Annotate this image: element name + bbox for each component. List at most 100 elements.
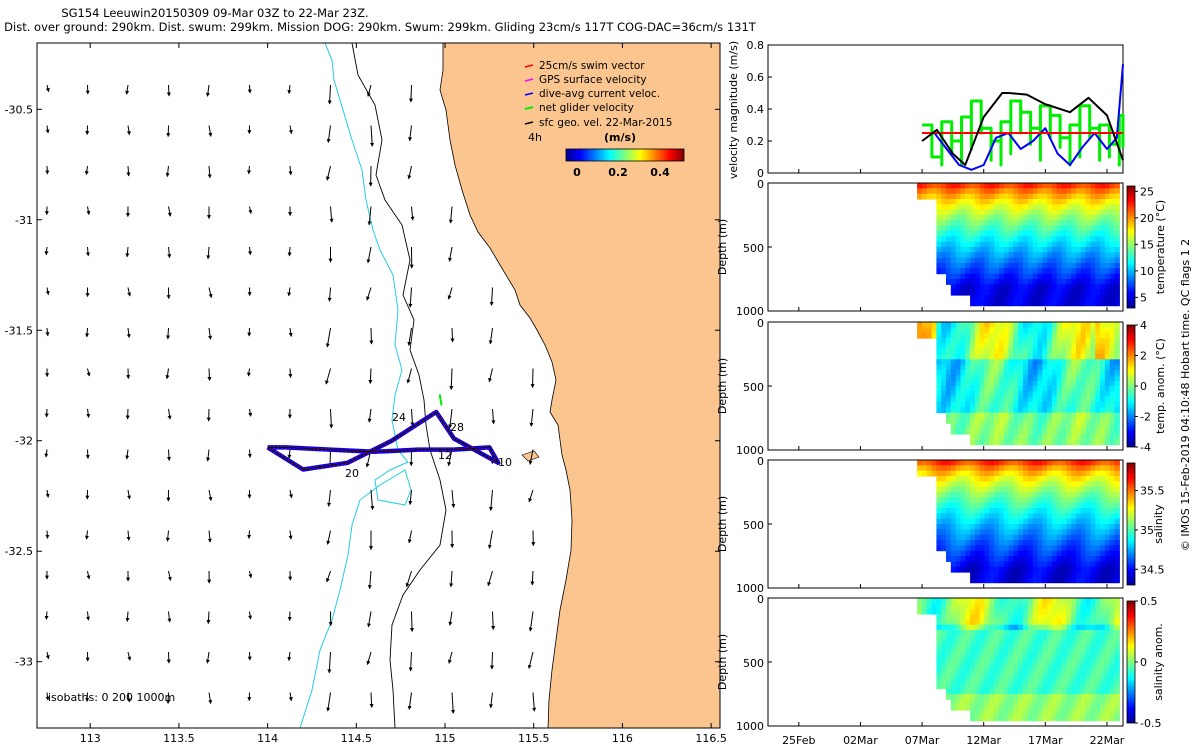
- heatmap-cell: [1051, 635, 1058, 642]
- heatmap-cell: [1085, 327, 1091, 334]
- heatmap-cell: [965, 322, 971, 328]
- heatmap-cell: [1109, 683, 1116, 690]
- heatmap-cell: [999, 225, 1005, 232]
- heatmap-cell: [1027, 683, 1034, 690]
- heatmap-cell: [1100, 699, 1106, 706]
- heatmap-cell: [1018, 672, 1024, 679]
- heatmap-cell: [955, 231, 962, 237]
- heatmap-cell: [1095, 338, 1101, 344]
- heatmap-cell: [1018, 598, 1024, 604]
- heatmap-cell: [1061, 678, 1067, 684]
- heatmap-cell: [989, 460, 995, 466]
- heatmap-cell: [1090, 215, 1096, 221]
- heatmap-cell: [1013, 704, 1019, 711]
- heatmap-cell: [1003, 518, 1010, 525]
- heatmap-cell: [1037, 257, 1043, 264]
- heatmap-cell: [1104, 640, 1111, 647]
- heatmap-cell: [994, 646, 1000, 652]
- heatmap-cell: [1037, 338, 1043, 344]
- heatmap-cell: [999, 630, 1005, 636]
- heatmap-cell: [1071, 386, 1077, 392]
- heatmap-cell: [1013, 710, 1019, 716]
- heatmap-cell: [1027, 577, 1034, 584]
- heatmap-cell: [1042, 364, 1048, 371]
- heatmap-cell: [950, 688, 957, 695]
- heatmap-cell: [946, 518, 952, 525]
- heatmap-cell: [1076, 300, 1082, 307]
- heatmap-cell: [974, 694, 981, 700]
- heatmap-cell: [1061, 710, 1067, 716]
- heatmap-cell: [999, 492, 1005, 498]
- heatmap-cell: [1037, 407, 1043, 414]
- heatmap-cell: [1013, 327, 1019, 334]
- heatmap-cell: [970, 662, 976, 668]
- heatmap-cell: [950, 289, 957, 296]
- heatmap-cell: [1100, 550, 1106, 557]
- heatmap-cell: [1076, 364, 1082, 371]
- heatmap-cell: [1051, 529, 1058, 536]
- heatmap-cell: [984, 423, 990, 430]
- heatmap-cell: [984, 598, 990, 604]
- salinity-panel-ylabel: Depth (m): [716, 496, 729, 552]
- heatmap-cell: [1066, 460, 1072, 466]
- heatmap-cell: [1008, 518, 1014, 525]
- heatmap-cell: [1008, 624, 1014, 631]
- heatmap-cell: [955, 204, 962, 211]
- heatmap-cell: [1032, 667, 1039, 674]
- heatmap-cell: [1018, 651, 1024, 658]
- heatmap-cell: [970, 492, 976, 498]
- heatmap-cell: [1114, 257, 1120, 264]
- heatmap-cell: [1114, 332, 1120, 339]
- heatmap-cell: [984, 263, 990, 269]
- heatmap-cell: [950, 241, 957, 248]
- map-ytick-label: -32.5: [5, 545, 33, 558]
- heatmap-cell: [1100, 188, 1106, 195]
- heatmap-cell: [1051, 550, 1058, 557]
- heatmap-cell: [1095, 556, 1101, 562]
- heatmap-cell: [1076, 247, 1082, 253]
- heatmap-cell: [984, 699, 990, 706]
- heatmap-cell: [955, 465, 962, 472]
- heatmap-cell: [1056, 502, 1063, 509]
- heatmap-cell: [1018, 375, 1024, 382]
- heatmap-cell: [984, 534, 990, 541]
- heatmap-cell: [1037, 199, 1043, 205]
- heatmap-cell: [1008, 492, 1014, 498]
- heatmap-cell: [1061, 423, 1067, 430]
- heatmap-cell: [1109, 434, 1116, 440]
- heatmap-cell: [1076, 348, 1082, 355]
- heatmap-cell: [936, 470, 942, 477]
- heatmap-cell: [1018, 273, 1024, 280]
- heatmap-cell: [955, 273, 962, 280]
- heatmap-cell: [1008, 279, 1014, 285]
- heatmap-cell: [1013, 534, 1019, 541]
- heatmap-cell: [1061, 268, 1067, 275]
- heatmap-cell: [1085, 577, 1091, 584]
- heatmap-cell: [1018, 662, 1024, 668]
- heatmap-cell: [1018, 635, 1024, 642]
- heatmap-cell: [955, 370, 962, 376]
- heatmap-cell: [1076, 608, 1082, 615]
- heatmap-cell: [989, 694, 995, 700]
- heatmap-cell: [965, 497, 971, 504]
- heatmap-cell: [970, 550, 976, 557]
- heatmap-cell: [1003, 598, 1010, 604]
- heatmap-cell: [1061, 630, 1067, 636]
- heatmap-cell: [1076, 704, 1082, 711]
- heatmap-cell: [989, 188, 995, 195]
- heatmap-cell: [1018, 518, 1024, 525]
- heatmap-cell: [1109, 364, 1116, 371]
- heatmap-cell: [994, 284, 1000, 291]
- heatmap-cell: [970, 715, 976, 722]
- heatmap-cell: [1013, 268, 1019, 275]
- heatmap-cell: [955, 460, 962, 466]
- heatmap-cell: [1100, 289, 1106, 296]
- heatmap-cell: [1018, 545, 1024, 552]
- heatmap-cell: [994, 247, 1000, 253]
- heatmap-cell: [1061, 289, 1067, 296]
- geo-velocity-arrow: [326, 530, 331, 545]
- heatmap-cell: [970, 656, 976, 663]
- heatmap-cell: [1027, 460, 1034, 466]
- heatmap-cell: [1018, 534, 1024, 541]
- heatmap-cell: [1095, 694, 1101, 700]
